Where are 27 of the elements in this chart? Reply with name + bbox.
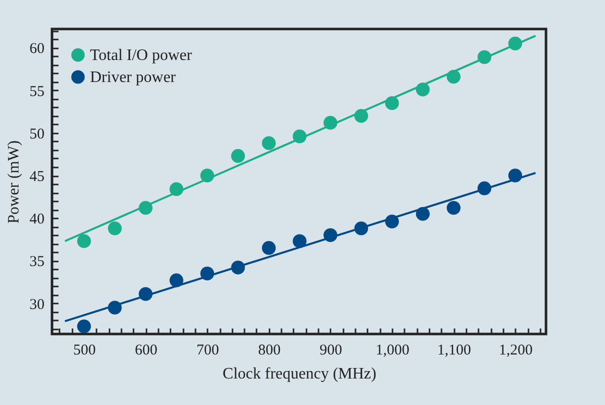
y-tick-label: 60 [30,41,44,58]
point [262,136,276,150]
point [262,241,276,255]
x-tick-label: 500 [73,342,96,358]
x-tick-label: 1,100 [437,342,471,358]
point [446,201,460,215]
y-tick-label: 30 [30,296,44,313]
x-tick-label: 800 [258,342,281,358]
legend-label: Driver power [90,69,176,86]
point [292,234,307,248]
legend-label: Total I/O power [90,47,193,64]
point [77,234,91,248]
x-tick-label: 1,000 [376,342,410,358]
x-tick-label: 900 [320,342,342,358]
x-tick-label: 1,200 [498,342,533,358]
point [231,149,245,163]
y-tick-label: 35 [30,254,44,270]
x-axis-title: Clock frequency (MHz) [222,366,376,382]
x-tick-label: 700 [196,342,219,358]
y-tick-label: 40 [30,212,44,228]
y-axis-title: Power (mW) [6,140,22,224]
y-tick-label: 55 [30,84,44,100]
point [108,221,122,236]
point [77,319,91,334]
y-tick-label: 45 [30,169,44,186]
y-tick-label: 50 [30,126,44,142]
x-tick-label: 600 [134,342,158,358]
